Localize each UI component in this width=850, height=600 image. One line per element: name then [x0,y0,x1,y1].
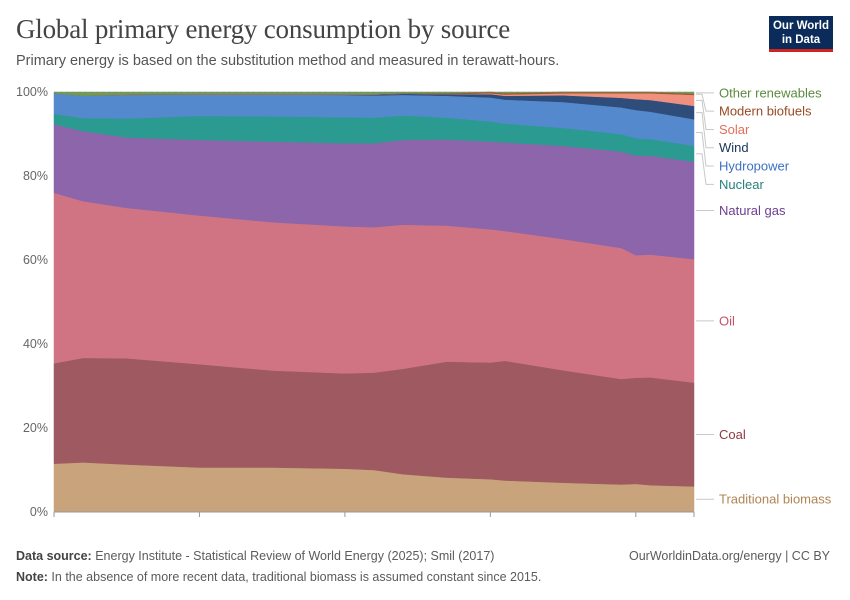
y-tick-label: 0% [30,505,48,519]
series-label-nuclear: Nuclear [719,177,764,192]
series-label-coal: Coal [719,427,746,442]
series-label-modern-biofuels: Modern biofuels [719,104,812,119]
series-label-traditional-biomass: Traditional biomass [719,492,832,507]
series-label-solar: Solar [719,122,750,137]
note-text: In the absence of more recent data, trad… [47,570,542,584]
label-connector-nuclear [696,153,714,185]
data-source-line: Data source: Energy Institute - Statisti… [16,549,494,563]
series-labels: Traditional biomass Coal Oil Natural gas Nuc… [696,85,832,507]
label-connector-modern-biofuels [696,93,714,112]
series-label-oil: Oil [719,313,735,328]
logo-line-2: in Data [781,34,821,46]
y-tick-label: 60% [23,253,48,267]
y-tick-label: 80% [23,169,48,183]
credit-link[interactable]: OurWorldinData.org/energy | CC BY [628,549,830,563]
y-tick-label: 100% [16,85,48,99]
series-label-wind: Wind [719,140,749,155]
x-tick-label: 2010 [476,519,504,520]
x-tick-label: 1990 [186,519,214,520]
axes: 0% 20% 40% 60% 80% 100% 1980 1990 2000 2010 2020 20… [16,85,708,520]
data-source-label: Data source: [16,549,92,563]
label-connector-hydropower [696,132,714,167]
y-tick-label: 20% [23,421,48,435]
x-tick-label: 2000 [331,519,359,520]
series-label-hydropower: Hydropower [719,159,790,174]
series-label-natural-gas: Natural gas [719,203,786,218]
chart-subtitle: Primary energy is based on the substitut… [16,53,560,69]
note-label: Note: [16,570,48,584]
data-source-text: Energy Institute - Statistical Review of… [91,549,495,563]
chart-title: Global primary energy consumption by sou… [16,14,511,44]
stacked-area-chart: 0% 20% 40% 60% 80% 100% 1980 1990 2000 2010 2020 20… [16,85,832,520]
series-label-other-renewables: Other renewables [719,85,822,100]
label-connector-solar [696,99,714,130]
series-areas [53,91,695,513]
label-connector-wind [696,112,714,149]
y-tick-label: 40% [23,337,48,351]
owid-logo[interactable]: Our World in Data [769,16,833,52]
x-tick-label: 2024 [680,519,708,520]
x-tick-label: 1980 [55,519,83,520]
note-line: Note: In the absence of more recent data… [16,570,541,584]
area-other-renewables[interactable] [53,91,695,97]
logo-line-1: Our World [772,20,829,32]
x-tick-label: 2020 [622,519,650,520]
